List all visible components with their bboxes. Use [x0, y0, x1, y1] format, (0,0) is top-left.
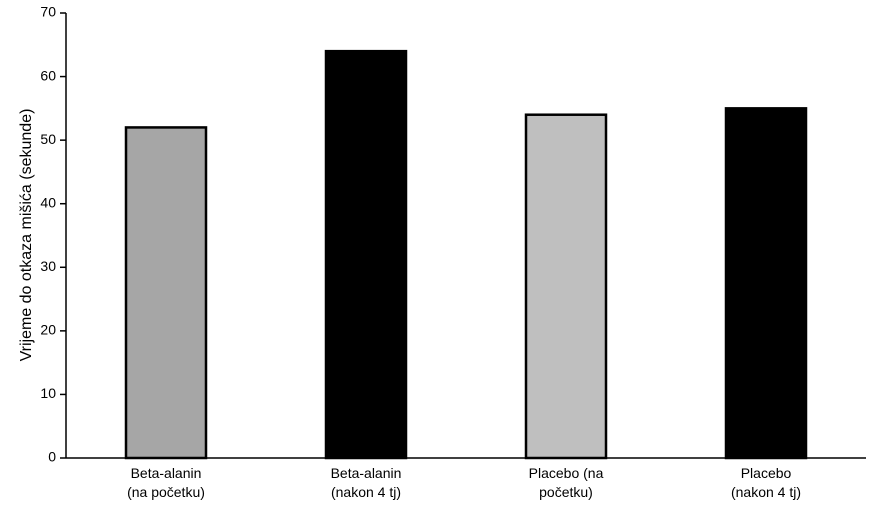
y-tick-label: 40: [40, 194, 56, 210]
y-tick-label: 0: [48, 449, 56, 465]
x-tick-label-line: (nakon 4 tj): [731, 484, 801, 500]
x-tick-label-line: Beta-alanin: [331, 465, 402, 481]
x-tick-label: Beta-alanin (nakon 4 tj): [331, 465, 402, 500]
y-tick-label: 70: [40, 4, 56, 20]
y-tick-label: 50: [40, 131, 56, 147]
x-tick-label-line: Placebo (na: [529, 465, 604, 481]
bar: [124, 126, 208, 460]
y-tick-label: 60: [40, 67, 56, 83]
x-tick-label-line: (na početku): [127, 484, 205, 500]
y-tick-label: 20: [40, 322, 56, 338]
x-tick-label-line: početku): [539, 484, 593, 500]
y-tick-label: 30: [40, 258, 56, 274]
x-tick-label: Placebo (nakon 4 tj): [731, 465, 801, 500]
x-tick-label-line: (nakon 4 tj): [331, 484, 401, 500]
bar: [324, 49, 408, 460]
bar: [724, 107, 808, 460]
bar: [524, 113, 608, 460]
y-axis-label: Vrijeme do otkaza mišića (sekunde): [18, 109, 35, 362]
x-tick-label: Beta-alanin (na početku): [127, 465, 205, 500]
y-tick-label: 10: [40, 385, 56, 401]
x-tick-label-line: Beta-alanin: [131, 465, 202, 481]
x-tick-label-line: Placebo: [741, 465, 792, 481]
x-tick-label: Placebo (na početku): [529, 465, 604, 500]
